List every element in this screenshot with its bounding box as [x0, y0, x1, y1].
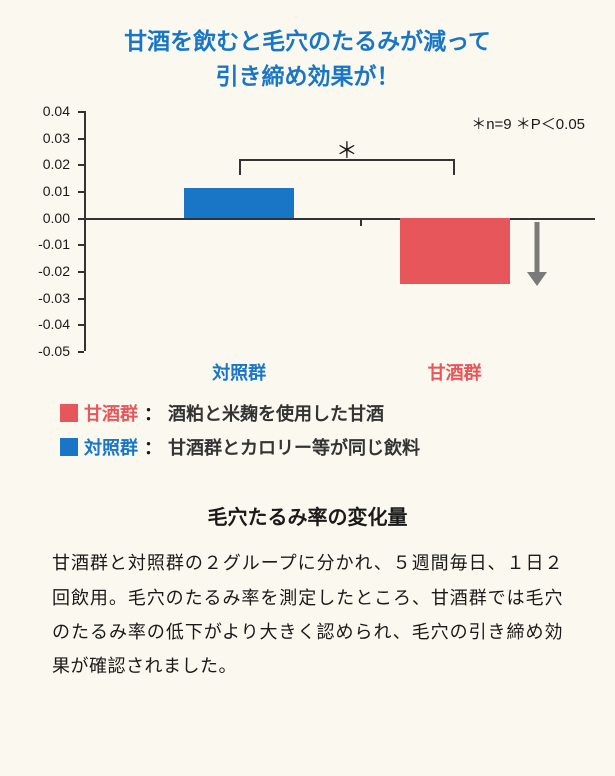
bar-chart: ＊n=9 ＊P＜0.05 0.040.030.020.010.00-0.01-0…	[40, 111, 585, 381]
body-paragraph: 甘酒群と対照群の２グループに分かれ、５週間毎日、１日２回飲用。毛穴のたるみ率を測…	[52, 546, 563, 683]
title-line-1: 甘酒を飲むと毛穴のたるみが減って	[124, 28, 491, 54]
y-tick-label: 0.02	[43, 157, 70, 171]
page-title: 甘酒を飲むと毛穴のたるみが減って 引き締め効果が！	[0, 0, 615, 103]
y-tick-label: -0.03	[38, 291, 70, 305]
y-tick	[78, 164, 84, 166]
y-axis-labels: 0.040.030.020.010.00-0.01-0.02-0.03-0.04…	[32, 111, 76, 351]
y-tick	[78, 218, 84, 220]
bar	[184, 188, 294, 217]
y-tick	[78, 191, 84, 193]
y-tick	[78, 244, 84, 246]
legend-desc: 酒粕と米麹を使用した甘酒	[168, 397, 384, 431]
zero-axis	[86, 218, 595, 220]
y-tick-label: 0.04	[43, 104, 70, 118]
legend-colon: ：	[144, 431, 162, 465]
legend-item: 甘酒群：酒粕と米麹を使用した甘酒	[60, 397, 555, 431]
y-tick	[78, 111, 84, 113]
y-tick	[78, 298, 84, 300]
y-axis	[84, 111, 86, 351]
plot-area: 対照群甘酒群＊	[84, 111, 585, 351]
category-label: 甘酒群	[400, 359, 510, 385]
category-label: 対照群	[184, 359, 294, 385]
y-tick	[78, 271, 84, 273]
y-tick-label: -0.04	[38, 317, 70, 331]
y-tick	[78, 138, 84, 140]
legend-name: 対照群	[84, 431, 138, 465]
y-tick-label: -0.02	[38, 264, 70, 278]
legend: 甘酒群：酒粕と米麹を使用した甘酒対照群：甘酒群とカロリー等が同じ飲料	[60, 397, 555, 465]
legend-desc: 甘酒群とカロリー等が同じ飲料	[168, 431, 420, 465]
y-tick-label: 0.01	[43, 184, 70, 198]
section-subtitle: 毛穴たるみ率の変化量	[20, 501, 595, 530]
legend-swatch	[60, 404, 78, 422]
y-tick-label: -0.05	[38, 344, 70, 358]
x-tick	[360, 218, 362, 226]
y-tick	[78, 324, 84, 326]
legend-item: 対照群：甘酒群とカロリー等が同じ飲料	[60, 431, 555, 465]
y-tick-label: 0.00	[43, 211, 70, 225]
title-line-2: 引き締め効果が！	[216, 63, 400, 89]
legend-swatch	[60, 438, 78, 456]
down-arrow-icon	[528, 222, 546, 287]
legend-name: 甘酒群	[84, 397, 138, 431]
legend-colon: ：	[144, 397, 162, 431]
bar	[400, 218, 510, 285]
y-tick-label: 0.03	[43, 131, 70, 145]
y-tick	[78, 351, 84, 353]
significance-star: ＊	[332, 133, 362, 165]
y-tick-label: -0.01	[38, 237, 70, 251]
